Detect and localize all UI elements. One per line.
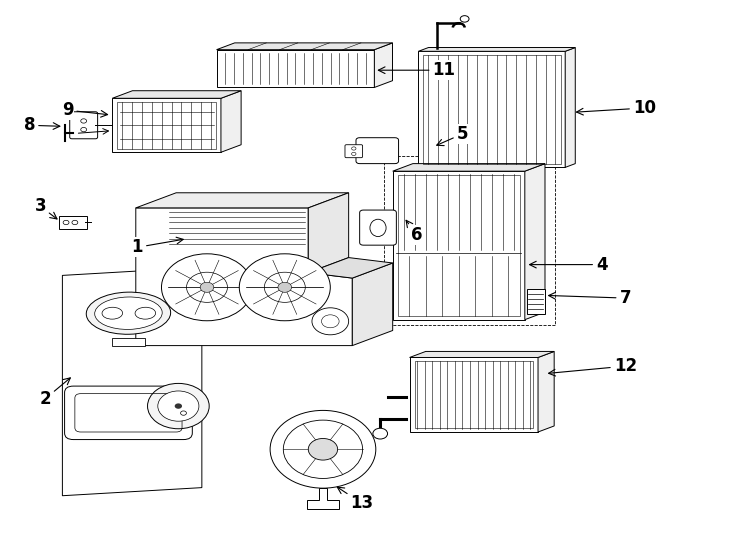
Circle shape [200, 282, 214, 292]
Polygon shape [307, 488, 339, 509]
Polygon shape [393, 164, 545, 171]
Text: 12: 12 [548, 357, 637, 376]
Circle shape [312, 308, 349, 335]
Circle shape [158, 391, 199, 421]
Circle shape [175, 403, 182, 409]
Polygon shape [418, 51, 565, 167]
Polygon shape [217, 50, 374, 87]
Text: 6: 6 [406, 220, 423, 244]
Circle shape [352, 152, 356, 156]
Text: 2: 2 [40, 378, 70, 408]
Circle shape [270, 410, 376, 488]
Polygon shape [221, 91, 241, 152]
Polygon shape [136, 208, 352, 346]
FancyBboxPatch shape [65, 386, 192, 440]
Polygon shape [112, 98, 221, 152]
Polygon shape [393, 171, 525, 320]
Circle shape [63, 220, 69, 225]
Polygon shape [374, 43, 393, 87]
Text: 9: 9 [62, 101, 108, 119]
Polygon shape [410, 352, 554, 357]
Polygon shape [538, 352, 554, 432]
Ellipse shape [87, 292, 170, 334]
Circle shape [72, 220, 78, 225]
Ellipse shape [102, 307, 123, 319]
Circle shape [352, 147, 356, 150]
Bar [112, 338, 145, 346]
Text: 1: 1 [131, 237, 184, 256]
Ellipse shape [95, 297, 162, 329]
Circle shape [460, 16, 469, 22]
Circle shape [186, 272, 228, 302]
Ellipse shape [135, 307, 156, 319]
Circle shape [81, 127, 87, 132]
Text: 7: 7 [548, 289, 631, 307]
Polygon shape [525, 164, 545, 320]
Polygon shape [308, 193, 349, 273]
Circle shape [321, 315, 339, 328]
Circle shape [81, 119, 87, 123]
Text: 3: 3 [34, 197, 57, 219]
Circle shape [278, 282, 291, 292]
FancyBboxPatch shape [70, 112, 98, 139]
Text: 10: 10 [576, 99, 656, 117]
Ellipse shape [370, 219, 386, 237]
Polygon shape [112, 91, 241, 98]
Polygon shape [418, 48, 575, 51]
Circle shape [148, 383, 209, 429]
Circle shape [308, 438, 338, 460]
Text: 8: 8 [23, 116, 60, 134]
Text: 11: 11 [378, 61, 456, 79]
Polygon shape [565, 48, 575, 167]
Polygon shape [410, 357, 538, 432]
FancyBboxPatch shape [345, 145, 363, 158]
FancyBboxPatch shape [59, 216, 87, 229]
Text: 13: 13 [338, 487, 374, 512]
Circle shape [283, 420, 363, 478]
Circle shape [161, 254, 252, 321]
Polygon shape [352, 263, 393, 346]
Circle shape [373, 428, 388, 439]
Circle shape [239, 254, 330, 321]
Polygon shape [136, 193, 349, 208]
Circle shape [264, 272, 305, 302]
FancyBboxPatch shape [356, 138, 399, 164]
Text: 4: 4 [529, 255, 608, 274]
Polygon shape [217, 43, 393, 50]
Polygon shape [62, 267, 202, 496]
Bar [527, 289, 545, 314]
Text: 5: 5 [437, 125, 468, 146]
Polygon shape [308, 258, 393, 278]
FancyBboxPatch shape [360, 210, 396, 245]
